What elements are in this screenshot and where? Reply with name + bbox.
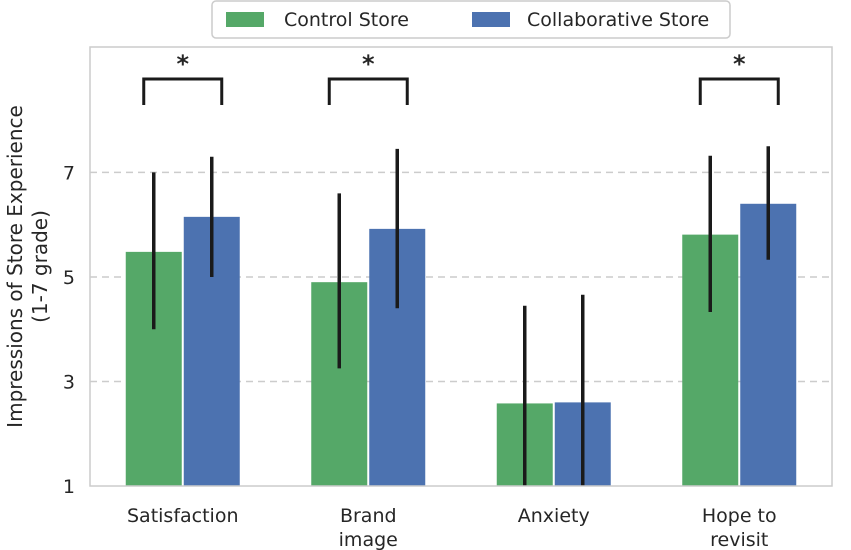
significance-star-3: * <box>733 50 746 78</box>
plot-frame <box>89 46 833 487</box>
x-tick-label-3-1: revisit <box>710 529 768 550</box>
x-tick-label-2-0: Anxiety <box>518 505 590 527</box>
x-tick-label-3-0: Hope to <box>702 505 777 527</box>
legend-swatch-collaborative <box>472 12 510 27</box>
legend-label-control: Control Store <box>284 9 409 31</box>
error-bars <box>152 146 770 486</box>
y-axis-label-line-0: Impressions of Store Experience <box>3 105 27 428</box>
y-axis-label: Impressions of Store Experience (1-7 grad… <box>3 105 52 428</box>
y-axis-label-line-1: (1-7 grade) <box>28 210 52 323</box>
significance-star-0: * <box>176 50 189 78</box>
significance-star-1: * <box>362 50 375 78</box>
significance-brackets: * * * <box>142 50 780 105</box>
y-axis-ticks: 1 3 5 7 <box>63 162 75 498</box>
y-tick-label-5: 5 <box>63 267 75 289</box>
x-tick-label-0-0: Satisfaction <box>127 505 239 527</box>
y-tick-label-7: 7 <box>63 162 75 184</box>
significance-bracket-0 <box>142 77 224 105</box>
significance-bracket-1 <box>327 77 409 105</box>
legend-label-collaborative: Collaborative Store <box>527 9 709 31</box>
significance-bracket-3 <box>698 77 780 105</box>
y-tick-label-3: 3 <box>63 371 75 393</box>
legend-box <box>211 0 731 39</box>
y-tick-label-1: 1 <box>63 476 75 498</box>
bars <box>125 203 797 487</box>
x-tick-label-1-1: image <box>339 529 398 550</box>
legend: Control Store Collaborative Store <box>211 0 731 39</box>
legend-swatch-control <box>226 12 264 27</box>
x-tick-label-1-0: Brand <box>340 505 397 527</box>
